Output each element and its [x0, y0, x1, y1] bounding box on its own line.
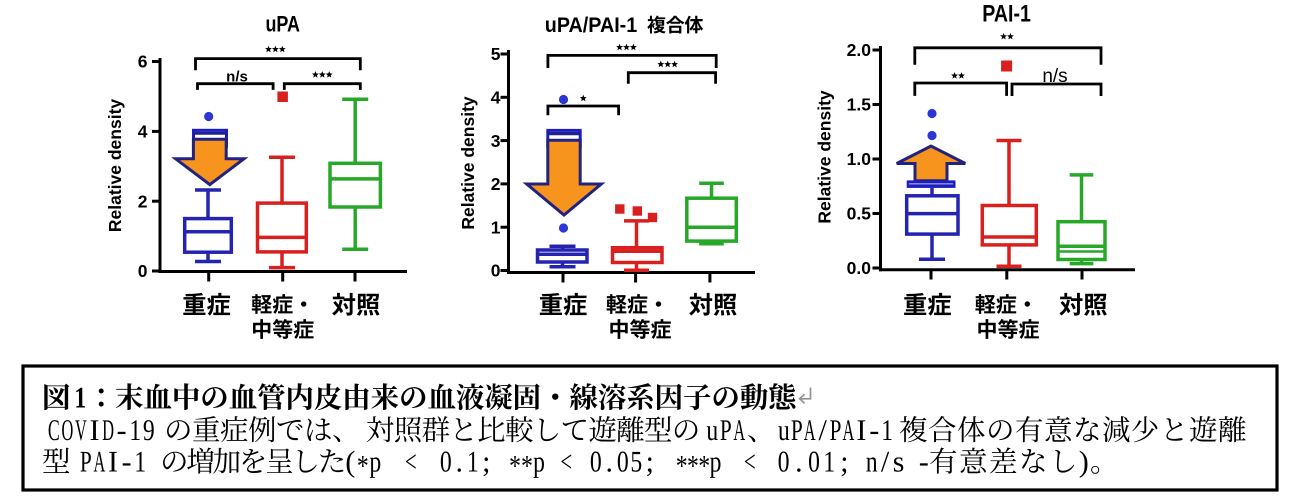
- svg-text:4: 4: [138, 122, 148, 142]
- svg-text:uPA/PAI-1: uPA/PAI-1: [545, 13, 637, 37]
- svg-text:2.0: 2.0: [847, 40, 872, 60]
- svg-text:0.5: 0.5: [847, 204, 872, 224]
- svg-text:Relative density: Relative density: [105, 99, 125, 233]
- svg-text:0: 0: [138, 261, 148, 281]
- svg-text:6: 6: [138, 52, 148, 72]
- svg-text:n/s: n/s: [1042, 66, 1067, 87]
- svg-text:3: 3: [491, 131, 501, 151]
- svg-text:Relative density: Relative density: [458, 96, 478, 230]
- svg-text:n/s: n/s: [226, 68, 248, 85]
- svg-text:1.0: 1.0: [847, 149, 872, 169]
- svg-text:Relative density: Relative density: [815, 90, 835, 224]
- svg-text:2: 2: [138, 191, 148, 211]
- svg-text:uPA: uPA: [265, 13, 299, 37]
- svg-text:5: 5: [491, 44, 501, 64]
- svg-text:1: 1: [491, 217, 501, 237]
- svg-text:4: 4: [491, 88, 501, 108]
- svg-text:1.5: 1.5: [847, 95, 872, 115]
- svg-text:0.0: 0.0: [847, 258, 872, 278]
- svg-text:2: 2: [491, 174, 501, 194]
- svg-text:0: 0: [491, 261, 501, 281]
- svg-text:PAI-1: PAI-1: [982, 0, 1031, 27]
